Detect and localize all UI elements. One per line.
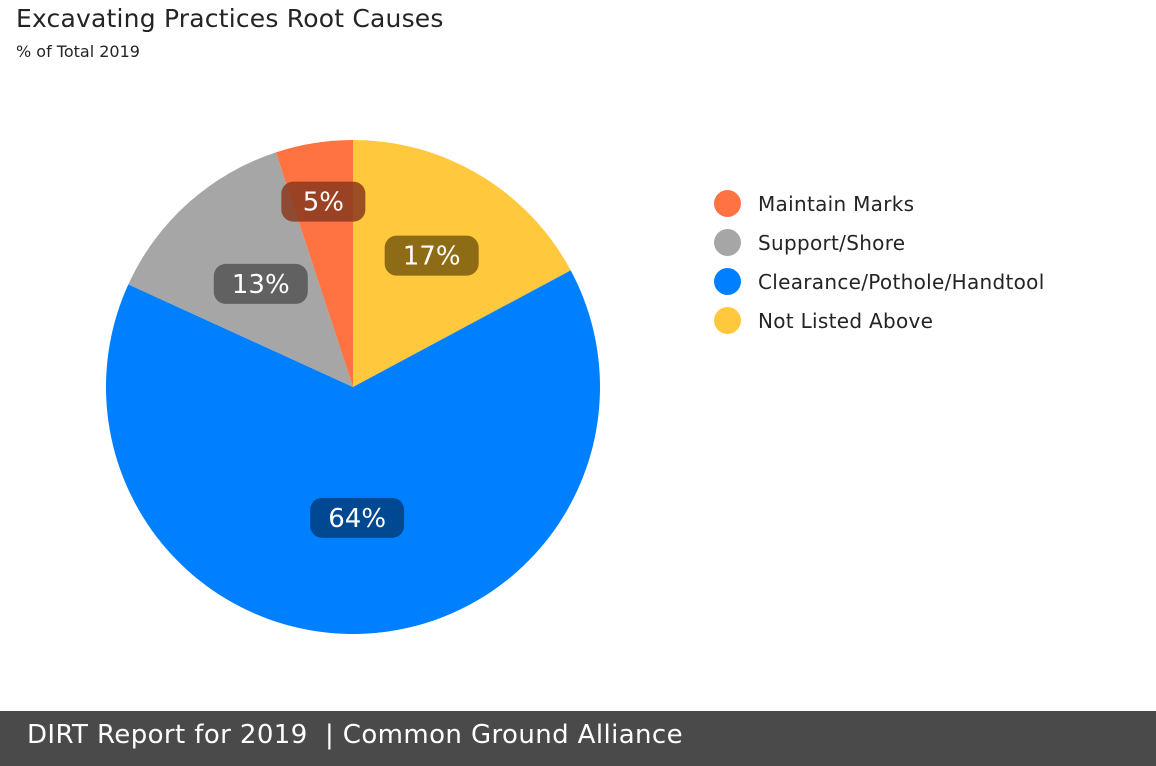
chart-title: Excavating Practices Root Causes bbox=[16, 4, 444, 33]
legend-swatch bbox=[714, 190, 741, 217]
legend-label: Support/Shore bbox=[758, 230, 906, 255]
legend-item[interactable]: Maintain Marks bbox=[714, 184, 1045, 223]
data-label-text: 64% bbox=[328, 504, 386, 534]
data-label: 13% bbox=[213, 263, 308, 304]
pie-chart: 17% 64% 13% 5% bbox=[106, 140, 600, 634]
footer-text: DIRT Report for 2019 | Common Ground All… bbox=[27, 720, 684, 750]
pie-slice-clearance-pothole-handtool[interactable] bbox=[106, 270, 600, 634]
data-label: 5% bbox=[281, 181, 366, 222]
data-label: 17% bbox=[384, 235, 479, 276]
data-label-background bbox=[310, 497, 405, 538]
legend-item[interactable]: Clearance/Pothole/Handtool bbox=[714, 262, 1045, 301]
data-label-background bbox=[213, 263, 308, 304]
data-label-background bbox=[281, 181, 366, 222]
chart-subtitle: % of Total 2019 bbox=[16, 42, 140, 61]
legend-item[interactable]: Not Listed Above bbox=[714, 301, 1045, 340]
legend-label: Not Listed Above bbox=[758, 308, 934, 333]
data-label-text: 5% bbox=[303, 188, 344, 218]
legend-label: Clearance/Pothole/Handtool bbox=[758, 269, 1045, 294]
footer-bar: DIRT Report for 2019 | Common Ground All… bbox=[0, 711, 1156, 766]
legend-swatch bbox=[714, 268, 741, 295]
data-label: 64% bbox=[310, 497, 405, 538]
legend-item[interactable]: Support/Shore bbox=[714, 223, 1045, 262]
legend-label: Maintain Marks bbox=[758, 191, 915, 216]
data-label-text: 17% bbox=[403, 242, 461, 272]
legend-swatch bbox=[714, 307, 741, 334]
data-label-background bbox=[384, 235, 479, 276]
legend-swatch bbox=[714, 229, 741, 256]
chart-legend: Maintain Marks Support/Shore Clearance/P… bbox=[714, 184, 1045, 340]
data-label-text: 13% bbox=[232, 270, 290, 300]
